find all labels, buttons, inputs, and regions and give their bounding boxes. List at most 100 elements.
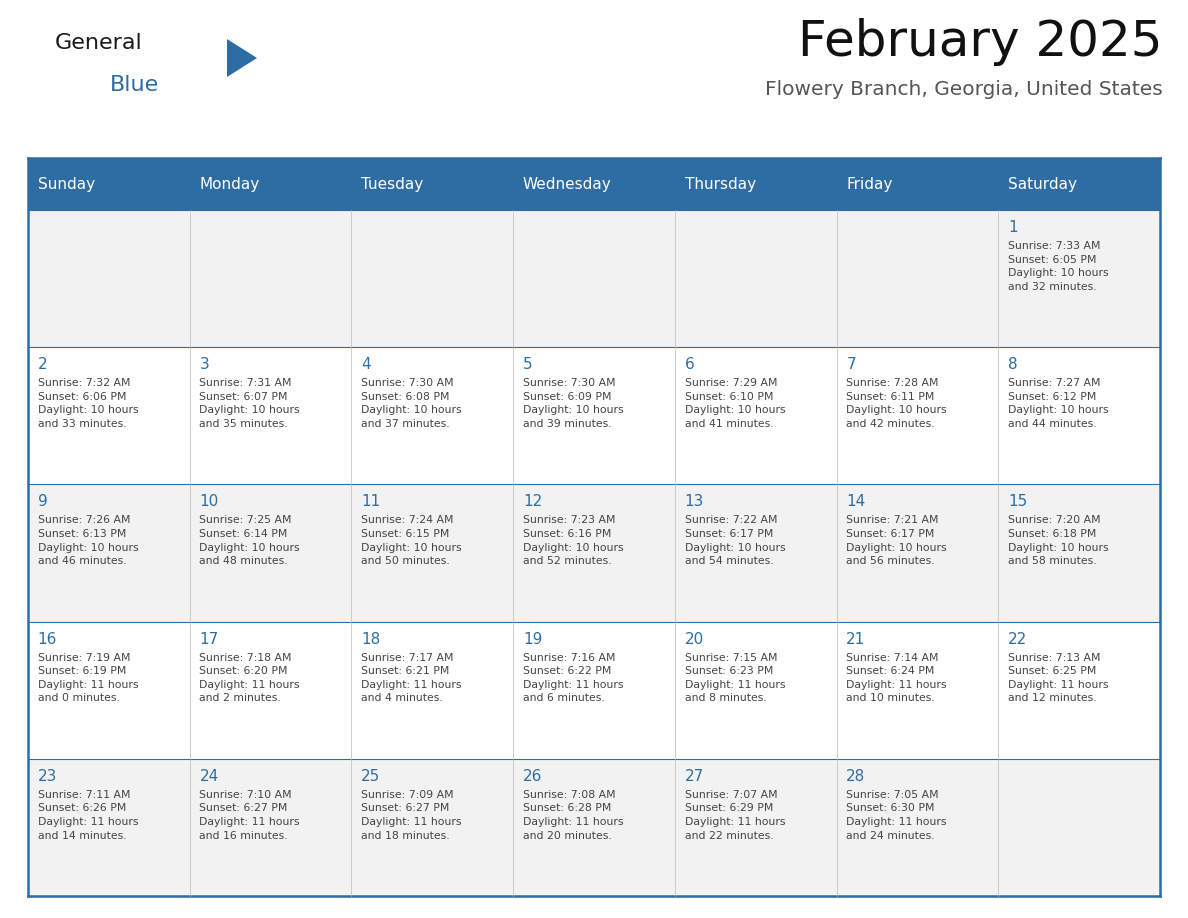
Text: Saturday: Saturday xyxy=(1007,176,1078,192)
Bar xyxy=(29,210,190,347)
Text: Sunrise: 7:20 AM
Sunset: 6:18 PM
Daylight: 10 hours
and 58 minutes.: Sunrise: 7:20 AM Sunset: 6:18 PM Dayligh… xyxy=(1007,515,1108,566)
Text: 4: 4 xyxy=(361,357,371,372)
Text: Sunrise: 7:16 AM
Sunset: 6:22 PM
Daylight: 11 hours
and 6 minutes.: Sunrise: 7:16 AM Sunset: 6:22 PM Dayligh… xyxy=(523,653,624,703)
Bar xyxy=(836,759,998,896)
Bar xyxy=(190,485,352,621)
Bar xyxy=(513,158,675,210)
Bar xyxy=(352,347,513,485)
Bar xyxy=(998,158,1159,210)
Text: 8: 8 xyxy=(1007,357,1018,372)
Text: 6: 6 xyxy=(684,357,694,372)
Bar xyxy=(998,347,1159,485)
Text: 28: 28 xyxy=(846,768,866,784)
Bar xyxy=(998,759,1159,896)
Text: 17: 17 xyxy=(200,632,219,646)
Text: Sunrise: 7:29 AM
Sunset: 6:10 PM
Daylight: 10 hours
and 41 minutes.: Sunrise: 7:29 AM Sunset: 6:10 PM Dayligh… xyxy=(684,378,785,429)
Text: 2: 2 xyxy=(38,357,48,372)
Bar xyxy=(190,621,352,759)
Text: Sunrise: 7:32 AM
Sunset: 6:06 PM
Daylight: 10 hours
and 33 minutes.: Sunrise: 7:32 AM Sunset: 6:06 PM Dayligh… xyxy=(38,378,138,429)
Text: Sunrise: 7:30 AM
Sunset: 6:09 PM
Daylight: 10 hours
and 39 minutes.: Sunrise: 7:30 AM Sunset: 6:09 PM Dayligh… xyxy=(523,378,624,429)
Text: 5: 5 xyxy=(523,357,532,372)
Text: 19: 19 xyxy=(523,632,542,646)
Bar xyxy=(675,759,836,896)
Text: Tuesday: Tuesday xyxy=(361,176,423,192)
Text: Friday: Friday xyxy=(846,176,892,192)
Text: Sunrise: 7:25 AM
Sunset: 6:14 PM
Daylight: 10 hours
and 48 minutes.: Sunrise: 7:25 AM Sunset: 6:14 PM Dayligh… xyxy=(200,515,301,566)
Bar xyxy=(190,210,352,347)
Bar xyxy=(352,621,513,759)
Text: Sunrise: 7:27 AM
Sunset: 6:12 PM
Daylight: 10 hours
and 44 minutes.: Sunrise: 7:27 AM Sunset: 6:12 PM Dayligh… xyxy=(1007,378,1108,429)
Text: 25: 25 xyxy=(361,768,380,784)
Bar xyxy=(836,621,998,759)
Text: Sunrise: 7:17 AM
Sunset: 6:21 PM
Daylight: 11 hours
and 4 minutes.: Sunrise: 7:17 AM Sunset: 6:21 PM Dayligh… xyxy=(361,653,462,703)
Text: 3: 3 xyxy=(200,357,209,372)
Text: Sunrise: 7:26 AM
Sunset: 6:13 PM
Daylight: 10 hours
and 46 minutes.: Sunrise: 7:26 AM Sunset: 6:13 PM Dayligh… xyxy=(38,515,138,566)
Text: Sunrise: 7:21 AM
Sunset: 6:17 PM
Daylight: 10 hours
and 56 minutes.: Sunrise: 7:21 AM Sunset: 6:17 PM Dayligh… xyxy=(846,515,947,566)
Text: Flowery Branch, Georgia, United States: Flowery Branch, Georgia, United States xyxy=(765,80,1163,99)
Text: Sunrise: 7:11 AM
Sunset: 6:26 PM
Daylight: 11 hours
and 14 minutes.: Sunrise: 7:11 AM Sunset: 6:26 PM Dayligh… xyxy=(38,789,138,841)
Text: 10: 10 xyxy=(200,495,219,509)
Text: 26: 26 xyxy=(523,768,542,784)
Bar xyxy=(513,759,675,896)
Text: Sunrise: 7:28 AM
Sunset: 6:11 PM
Daylight: 10 hours
and 42 minutes.: Sunrise: 7:28 AM Sunset: 6:11 PM Dayligh… xyxy=(846,378,947,429)
Bar xyxy=(29,158,190,210)
Text: 16: 16 xyxy=(38,632,57,646)
Bar xyxy=(352,210,513,347)
Text: Sunrise: 7:05 AM
Sunset: 6:30 PM
Daylight: 11 hours
and 24 minutes.: Sunrise: 7:05 AM Sunset: 6:30 PM Dayligh… xyxy=(846,789,947,841)
Text: 21: 21 xyxy=(846,632,866,646)
Bar xyxy=(352,759,513,896)
Polygon shape xyxy=(227,39,257,77)
Bar xyxy=(513,621,675,759)
Bar xyxy=(675,621,836,759)
Text: Sunrise: 7:31 AM
Sunset: 6:07 PM
Daylight: 10 hours
and 35 minutes.: Sunrise: 7:31 AM Sunset: 6:07 PM Dayligh… xyxy=(200,378,301,429)
Text: 11: 11 xyxy=(361,495,380,509)
Text: Sunrise: 7:14 AM
Sunset: 6:24 PM
Daylight: 11 hours
and 10 minutes.: Sunrise: 7:14 AM Sunset: 6:24 PM Dayligh… xyxy=(846,653,947,703)
Bar xyxy=(675,485,836,621)
Bar xyxy=(836,210,998,347)
Bar xyxy=(836,347,998,485)
Text: Sunrise: 7:13 AM
Sunset: 6:25 PM
Daylight: 11 hours
and 12 minutes.: Sunrise: 7:13 AM Sunset: 6:25 PM Dayligh… xyxy=(1007,653,1108,703)
Bar xyxy=(836,485,998,621)
Text: Sunrise: 7:33 AM
Sunset: 6:05 PM
Daylight: 10 hours
and 32 minutes.: Sunrise: 7:33 AM Sunset: 6:05 PM Dayligh… xyxy=(1007,241,1108,292)
Text: 1: 1 xyxy=(1007,220,1018,235)
Text: 18: 18 xyxy=(361,632,380,646)
Text: Blue: Blue xyxy=(110,75,159,95)
Bar xyxy=(998,621,1159,759)
Bar xyxy=(190,158,352,210)
Bar xyxy=(675,158,836,210)
Text: 15: 15 xyxy=(1007,495,1028,509)
Bar xyxy=(513,347,675,485)
Text: 23: 23 xyxy=(38,768,57,784)
Bar xyxy=(513,210,675,347)
Bar xyxy=(352,158,513,210)
Bar xyxy=(675,347,836,485)
Text: Monday: Monday xyxy=(200,176,260,192)
Bar xyxy=(29,759,190,896)
Text: Sunrise: 7:24 AM
Sunset: 6:15 PM
Daylight: 10 hours
and 50 minutes.: Sunrise: 7:24 AM Sunset: 6:15 PM Dayligh… xyxy=(361,515,462,566)
Bar xyxy=(352,485,513,621)
Text: Sunrise: 7:23 AM
Sunset: 6:16 PM
Daylight: 10 hours
and 52 minutes.: Sunrise: 7:23 AM Sunset: 6:16 PM Dayligh… xyxy=(523,515,624,566)
Bar xyxy=(998,210,1159,347)
Text: 27: 27 xyxy=(684,768,703,784)
Text: General: General xyxy=(55,33,143,53)
Text: 9: 9 xyxy=(38,495,48,509)
Text: Sunrise: 7:19 AM
Sunset: 6:19 PM
Daylight: 11 hours
and 0 minutes.: Sunrise: 7:19 AM Sunset: 6:19 PM Dayligh… xyxy=(38,653,138,703)
Bar xyxy=(190,347,352,485)
Text: Wednesday: Wednesday xyxy=(523,176,612,192)
Text: Thursday: Thursday xyxy=(684,176,756,192)
Bar xyxy=(998,485,1159,621)
Text: Sunrise: 7:30 AM
Sunset: 6:08 PM
Daylight: 10 hours
and 37 minutes.: Sunrise: 7:30 AM Sunset: 6:08 PM Dayligh… xyxy=(361,378,462,429)
Bar xyxy=(190,759,352,896)
Text: Sunrise: 7:07 AM
Sunset: 6:29 PM
Daylight: 11 hours
and 22 minutes.: Sunrise: 7:07 AM Sunset: 6:29 PM Dayligh… xyxy=(684,789,785,841)
Text: 20: 20 xyxy=(684,632,703,646)
Text: 24: 24 xyxy=(200,768,219,784)
Text: 7: 7 xyxy=(846,357,855,372)
Text: 14: 14 xyxy=(846,495,866,509)
Text: Sunrise: 7:08 AM
Sunset: 6:28 PM
Daylight: 11 hours
and 20 minutes.: Sunrise: 7:08 AM Sunset: 6:28 PM Dayligh… xyxy=(523,789,624,841)
Text: 13: 13 xyxy=(684,495,704,509)
Text: Sunrise: 7:09 AM
Sunset: 6:27 PM
Daylight: 11 hours
and 18 minutes.: Sunrise: 7:09 AM Sunset: 6:27 PM Dayligh… xyxy=(361,789,462,841)
Bar xyxy=(29,347,190,485)
Text: 12: 12 xyxy=(523,495,542,509)
Bar xyxy=(29,485,190,621)
Bar xyxy=(29,621,190,759)
